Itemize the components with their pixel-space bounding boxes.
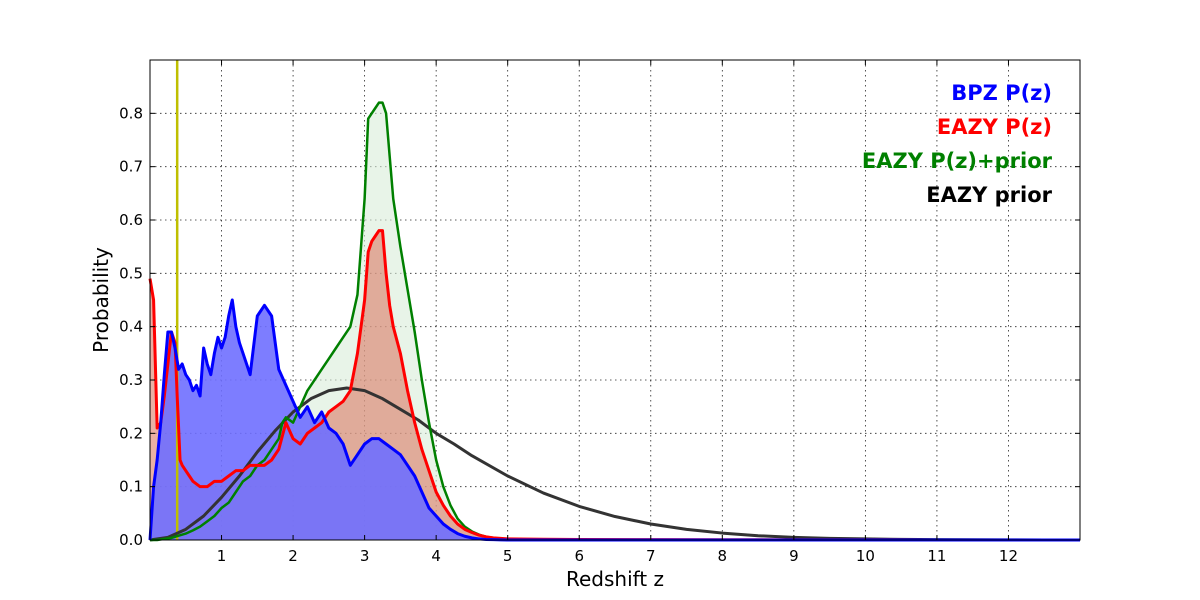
- x-tick-label: 2: [288, 547, 298, 565]
- y-tick-label: 0.1: [119, 478, 143, 496]
- x-tick-label: 3: [360, 547, 370, 565]
- x-tick-label: 4: [431, 547, 441, 565]
- legend-entry: EAZY prior: [926, 183, 1052, 207]
- series-fill-0: [150, 300, 1080, 540]
- x-tick-label: 11: [927, 547, 946, 565]
- plot-frame: [149, 59, 1081, 541]
- y-tick-label: 0.8: [119, 104, 143, 122]
- legend: BPZ P(z) EAZY P(z) EAZY P(z)+prior EAZY pri…: [862, 81, 1053, 207]
- y-tick-label: 0.0: [119, 531, 143, 549]
- x-tick-label: 12: [999, 547, 1018, 565]
- x-tick-label: 5: [503, 547, 513, 565]
- x-tick-label: 1: [217, 547, 227, 565]
- series-line-1: [148, 229, 1080, 542]
- x-tick-label: 8: [718, 547, 728, 565]
- axis-ticks: 1 2 3 4 5 6 7 8 9 10 11 120.00.10.20.30.40.50.60.70…: [119, 60, 1080, 565]
- x-tick-label: 9: [789, 547, 799, 565]
- x-tick-label: 7: [646, 547, 656, 565]
- series-lines: [148, 101, 1081, 542]
- y-tick-label: 0.4: [119, 318, 143, 336]
- legend-entry: BPZ P(z): [951, 81, 1052, 105]
- y-tick-label: 0.7: [119, 158, 143, 176]
- series-line-2: [150, 101, 1081, 542]
- y-tick-label: 0.3: [119, 371, 143, 389]
- grid-lines: [150, 60, 1080, 540]
- legend-entry: EAZY P(z): [937, 115, 1052, 139]
- series-line-0: [148, 298, 1080, 542]
- y-tick-label: 0.6: [119, 211, 143, 229]
- x-tick-label: 10: [856, 547, 875, 565]
- y-axis-label: Probability: [89, 247, 113, 353]
- legend-entry: EAZY P(z)+prior: [862, 149, 1053, 173]
- y-tick-label: 0.2: [119, 424, 143, 442]
- x-tick-label: 6: [574, 547, 584, 565]
- y-tick-label: 0.5: [119, 264, 143, 282]
- x-axis-label: Redshift z: [566, 567, 664, 591]
- series-fills: [150, 102, 1080, 541]
